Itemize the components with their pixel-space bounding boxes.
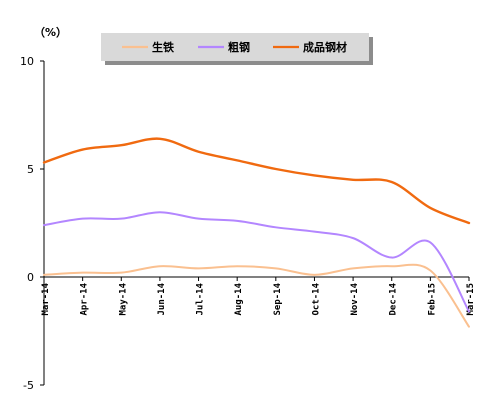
x-tick-label: Oct-14 [311, 282, 321, 315]
legend-label-1: 生铁 [152, 40, 174, 54]
x-tick-label: Mar-14 [41, 282, 51, 315]
y-tick-label: -5 [23, 379, 34, 392]
x-tick-label: Jul-14 [196, 282, 206, 315]
x-tick-label: Nov-14 [350, 282, 360, 315]
legend-label-2: 粗钢 [228, 40, 250, 54]
legend-label-3: 成品钢材 [303, 40, 347, 54]
x-tick-label: Feb-15 [427, 283, 437, 316]
x-tick-label: Aug-14 [234, 282, 244, 315]
y-tick-label: 5 [27, 163, 34, 176]
series-line-2 [43, 211, 470, 313]
x-tick-label: May-14 [118, 282, 128, 315]
y-tick-label: 0 [27, 271, 34, 284]
x-tick-label: Sep-14 [273, 282, 283, 315]
x-tick-label: Mar-15 [466, 283, 476, 316]
y-unit-label: （%） [34, 26, 67, 39]
x-tick-label: Jun-14 [157, 282, 167, 315]
y-tick-label: 10 [20, 55, 34, 68]
legend: 生铁 粗钢 成品钢材 [101, 33, 373, 65]
series-line-3 [42, 137, 471, 225]
x-tick-label: Dec-14 [389, 282, 399, 315]
x-tick-label: Apr-14 [80, 282, 90, 315]
series-line-1 [43, 263, 470, 328]
